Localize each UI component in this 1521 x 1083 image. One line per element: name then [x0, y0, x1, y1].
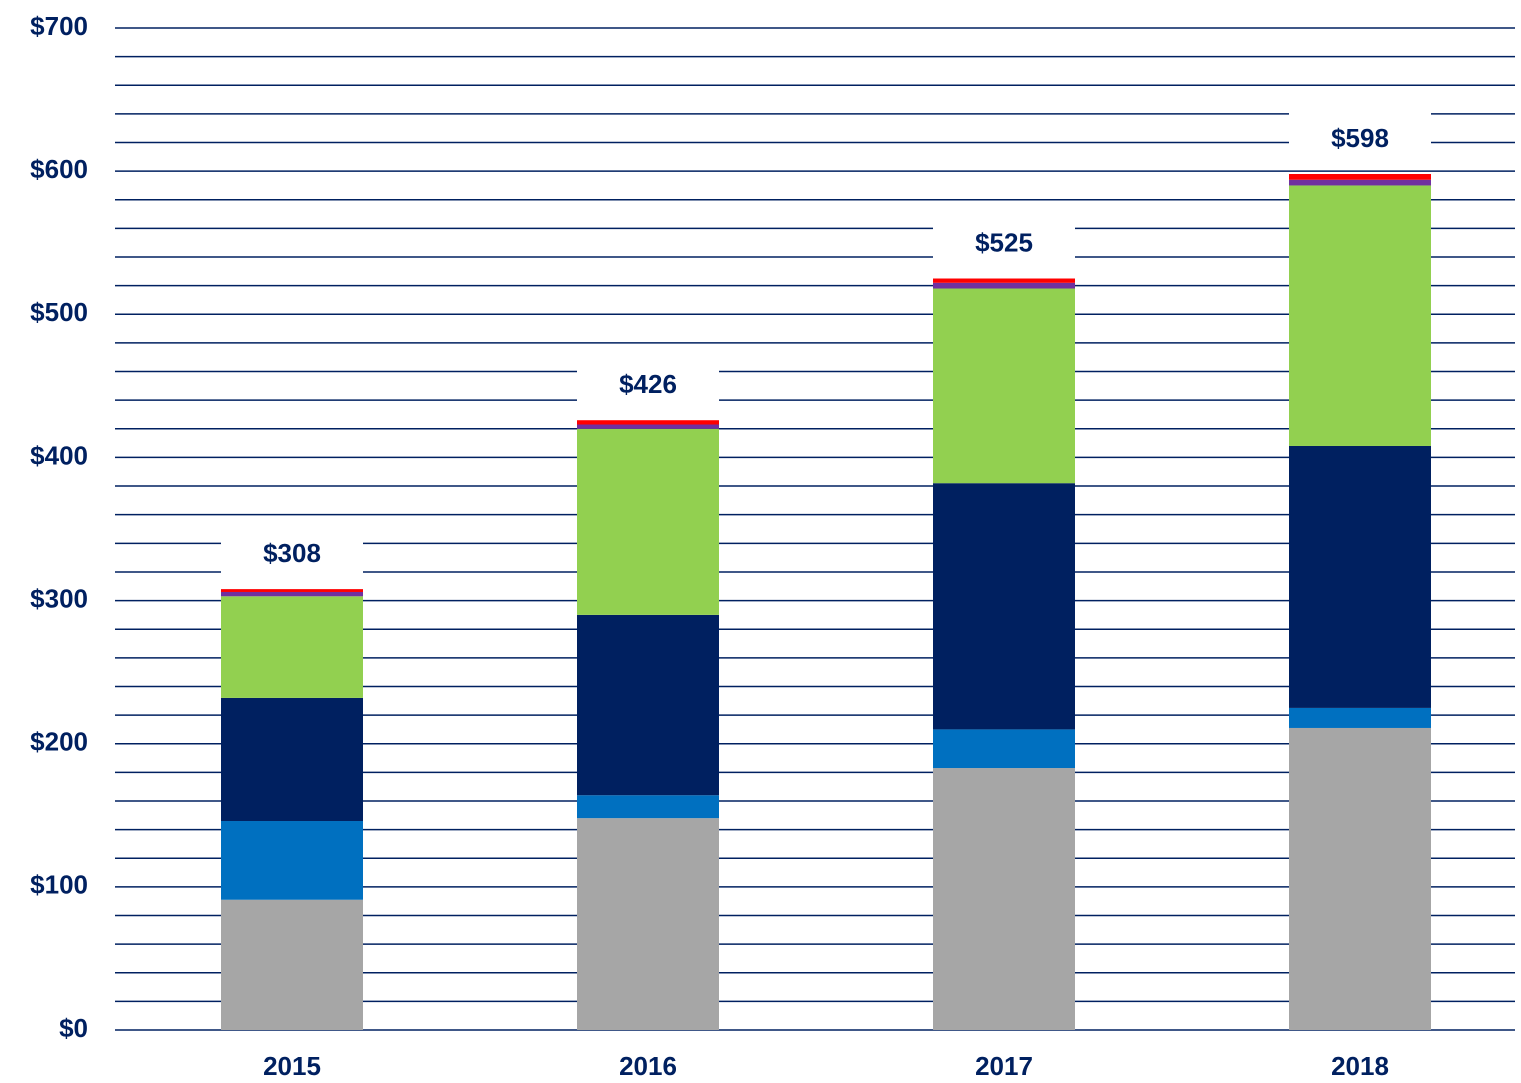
- bar-segment: [1289, 727, 1431, 1030]
- bar-segment: [577, 795, 719, 819]
- bar-segment: [1289, 185, 1431, 446]
- total-label: $598: [1331, 123, 1389, 153]
- bar-segment: [1289, 179, 1431, 186]
- total-label-bg: [577, 358, 719, 413]
- bar-segment: [221, 899, 363, 1030]
- y-tick-label: $300: [30, 583, 88, 613]
- bar-segment: [577, 428, 719, 615]
- x-tick-label: 2015: [263, 1051, 321, 1081]
- y-tick-label: $200: [30, 727, 88, 757]
- x-tick-label: 2018: [1331, 1051, 1389, 1081]
- bar-segment: [933, 768, 1075, 1030]
- bar-segment: [577, 818, 719, 1030]
- total-label: $525: [975, 227, 1033, 257]
- bar-segment: [1289, 707, 1431, 728]
- bar-segment: [577, 614, 719, 796]
- bar-segment: [577, 420, 719, 425]
- total-label-bg: [221, 527, 363, 582]
- bar-segment: [933, 282, 1075, 289]
- total-label-bg: [1289, 112, 1431, 167]
- bar-segment: [577, 424, 719, 429]
- bar-segment: [933, 729, 1075, 769]
- bar-segment: [1289, 445, 1431, 708]
- x-tick-label: 2016: [619, 1051, 677, 1081]
- bar-segment: [933, 483, 1075, 730]
- y-tick-label: $400: [30, 440, 88, 470]
- bar-segment: [221, 589, 363, 592]
- bar-segment: [1289, 174, 1431, 180]
- x-tick-label: 2017: [975, 1051, 1033, 1081]
- total-label-bg: [933, 216, 1075, 271]
- y-tick-label: $500: [30, 297, 88, 327]
- y-tick-label: $600: [30, 154, 88, 184]
- bar-segment: [221, 821, 363, 900]
- bar-segment: [221, 591, 363, 597]
- y-tick-label: $0: [59, 1013, 88, 1043]
- bar-segment: [221, 596, 363, 698]
- bar-segment: [933, 288, 1075, 484]
- bar-segment: [933, 278, 1075, 283]
- total-label: $426: [619, 369, 677, 399]
- y-tick-label: $700: [30, 11, 88, 41]
- y-tick-label: $100: [30, 870, 88, 900]
- bar-segment: [221, 697, 363, 822]
- total-label: $308: [263, 538, 321, 568]
